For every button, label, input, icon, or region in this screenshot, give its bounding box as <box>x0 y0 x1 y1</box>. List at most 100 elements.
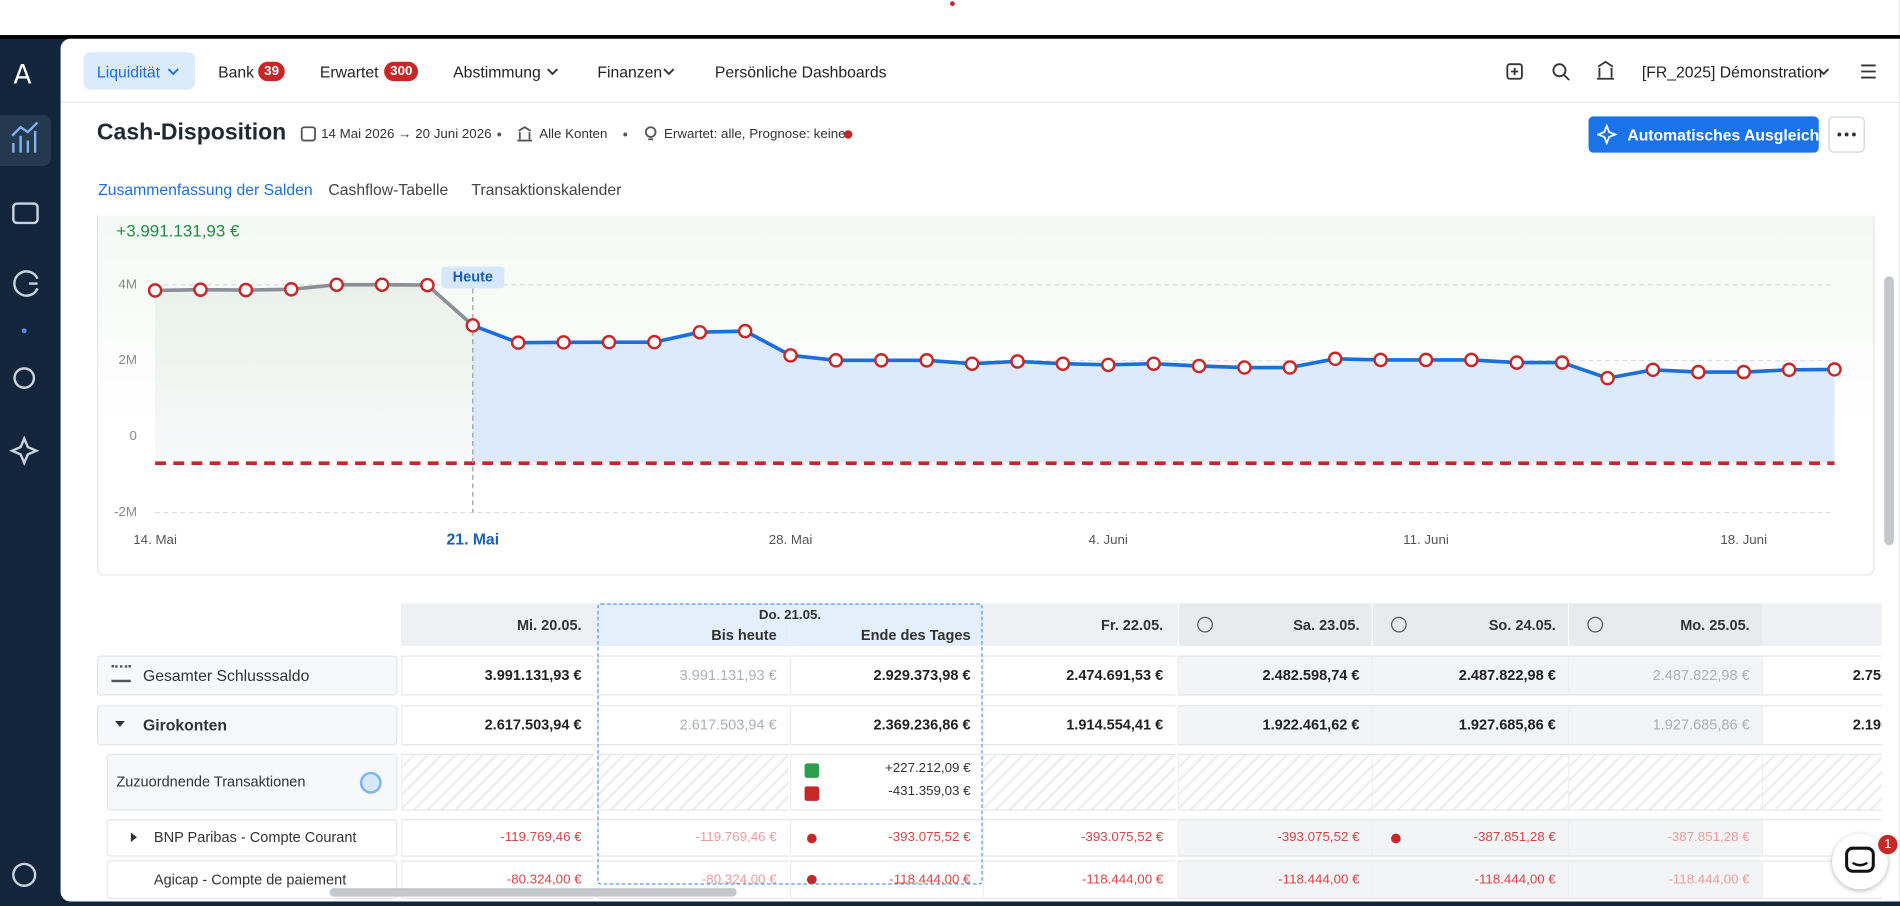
line-segment <box>1333 356 1383 362</box>
cell-value: 1.922.461,62 € <box>1262 716 1360 734</box>
line-segment <box>743 329 793 358</box>
cell-value: -119.769,46 € <box>695 830 777 845</box>
weekend-icon <box>1587 616 1604 633</box>
period[interactable]: 14 Mai 2026 → 20 Juni 2026 <box>321 127 492 142</box>
vertical-scrollbar[interactable] <box>1884 276 1894 546</box>
workspace-switcher[interactable]: [FR_2025] Démonstration <box>1641 63 1823 82</box>
data-point <box>1509 355 1525 370</box>
line-segment <box>1651 367 1701 374</box>
data-point <box>283 282 299 297</box>
nav-item[interactable]: Erwartet <box>319 63 379 82</box>
nav-item[interactable]: Persönliche Dashboards <box>714 63 887 82</box>
table-cell <box>597 655 789 696</box>
data-point <box>919 353 934 368</box>
cell-value: -387.851,28 € <box>1667 830 1750 845</box>
line-segment <box>924 358 974 366</box>
line-segment <box>1151 361 1201 368</box>
tab[interactable]: Cashflow-Tabelle <box>328 180 449 199</box>
expand-caret[interactable] <box>130 832 137 843</box>
column-header: Bis heute <box>711 626 777 644</box>
add-icon[interactable] <box>1506 63 1523 80</box>
cell-value: -118.444,00 € <box>1474 872 1556 887</box>
row-label[interactable]: BNP Paribas - Compte Courant <box>153 828 357 846</box>
calendar-icon <box>300 126 316 142</box>
table-cell <box>597 819 789 857</box>
data-point <box>1327 351 1343 367</box>
tab-active[interactable]: Zusammenfassung der Salden <box>98 180 313 199</box>
sparkle-icon <box>1597 123 1618 146</box>
nav-item[interactable]: Bank <box>218 63 255 82</box>
accounts-filter[interactable]: Alle Konten <box>539 127 608 142</box>
table-cell <box>1567 753 1762 811</box>
table-cell <box>790 705 983 746</box>
status-dot <box>843 130 853 139</box>
row-label[interactable]: Girokonten <box>142 716 228 735</box>
line-segment <box>652 330 702 344</box>
row-label[interactable]: Gesamter Schlusssaldo <box>142 666 310 685</box>
active-nav-tile <box>0 115 51 167</box>
x-tick-label: 14. Mai <box>133 532 177 547</box>
table-cell <box>401 655 594 696</box>
line-segment <box>1288 356 1338 370</box>
tab[interactable]: Transaktionskalender <box>471 180 622 199</box>
line-segment <box>425 283 475 328</box>
menu-icon[interactable] <box>1861 64 1876 79</box>
data-point <box>1418 352 1434 368</box>
expand-caret[interactable] <box>115 720 125 728</box>
row-label-cell <box>96 655 398 696</box>
table-cell <box>982 860 1176 900</box>
data-point <box>556 335 571 350</box>
data-point <box>147 283 163 298</box>
x-tick-label: 28. Mai <box>769 532 813 547</box>
table-cell <box>1177 819 1372 857</box>
wallet-icon[interactable] <box>12 202 39 225</box>
table-cell <box>790 753 983 811</box>
balance-button-label[interactable]: Automatisches Ausgleichen <box>1627 126 1838 145</box>
bank-icon[interactable] <box>1597 60 1614 80</box>
logo[interactable]: A <box>13 60 32 91</box>
row-label[interactable]: Agicap - Compte de paiement <box>153 871 347 889</box>
weekend-icon <box>1197 616 1213 633</box>
column-header: Fr. 22.05. <box>1100 616 1164 634</box>
cell-value: 1.927.685,86 € <box>1458 716 1556 734</box>
cell-value: 2.487.822,98 € <box>1652 666 1750 684</box>
y-tick-label: -2M <box>114 504 137 519</box>
balance-button[interactable] <box>1588 116 1819 153</box>
nav-item[interactable]: Finanzen <box>597 63 663 82</box>
status-dot <box>806 874 817 885</box>
ai-icon[interactable] <box>9 435 40 466</box>
chevron <box>1818 68 1830 76</box>
chart-headline: +3.991.131,93 € <box>116 220 240 240</box>
data-point <box>1282 360 1298 375</box>
horizontal-scrollbar[interactable] <box>329 888 737 897</box>
data-point <box>1827 362 1842 377</box>
magnet-icon[interactable] <box>13 270 39 297</box>
nav-item[interactable]: Abstimmung <box>453 63 541 82</box>
page-title: Cash-Disposition <box>96 119 287 146</box>
table-cell <box>1761 753 1882 811</box>
y-tick-label: 4M <box>118 276 137 291</box>
search-icon[interactable] <box>1552 63 1567 78</box>
cell-value: 3.991.131,93 € <box>679 666 777 684</box>
cell-value: 3.991.131,93 € <box>484 666 582 684</box>
table-cell <box>1567 860 1762 900</box>
nav-item[interactable]: Liquidität <box>96 63 161 82</box>
line-segment <box>244 287 294 292</box>
user-icon[interactable] <box>12 862 37 887</box>
assign-icon[interactable] <box>359 771 382 794</box>
table-cell <box>1567 655 1762 696</box>
table-cell <box>1177 860 1372 900</box>
table-cell <box>1567 705 1762 746</box>
data-point <box>1464 352 1479 368</box>
total-icon <box>111 665 131 683</box>
cell-value: -118.444,00 € <box>1081 872 1164 887</box>
forecast-filter[interactable]: Erwartet: alle, Prognose: keine <box>664 127 846 142</box>
data-point <box>1554 355 1570 370</box>
chart-icon[interactable] <box>11 121 39 153</box>
cell-value: 2.929.373,98 € <box>873 666 971 684</box>
group-header: Do. 21.05. <box>758 608 822 623</box>
settings-icon[interactable] <box>13 367 36 389</box>
line-segment <box>289 282 339 292</box>
data-point <box>238 282 254 298</box>
x-tick-label: 21. Mai <box>447 532 500 549</box>
